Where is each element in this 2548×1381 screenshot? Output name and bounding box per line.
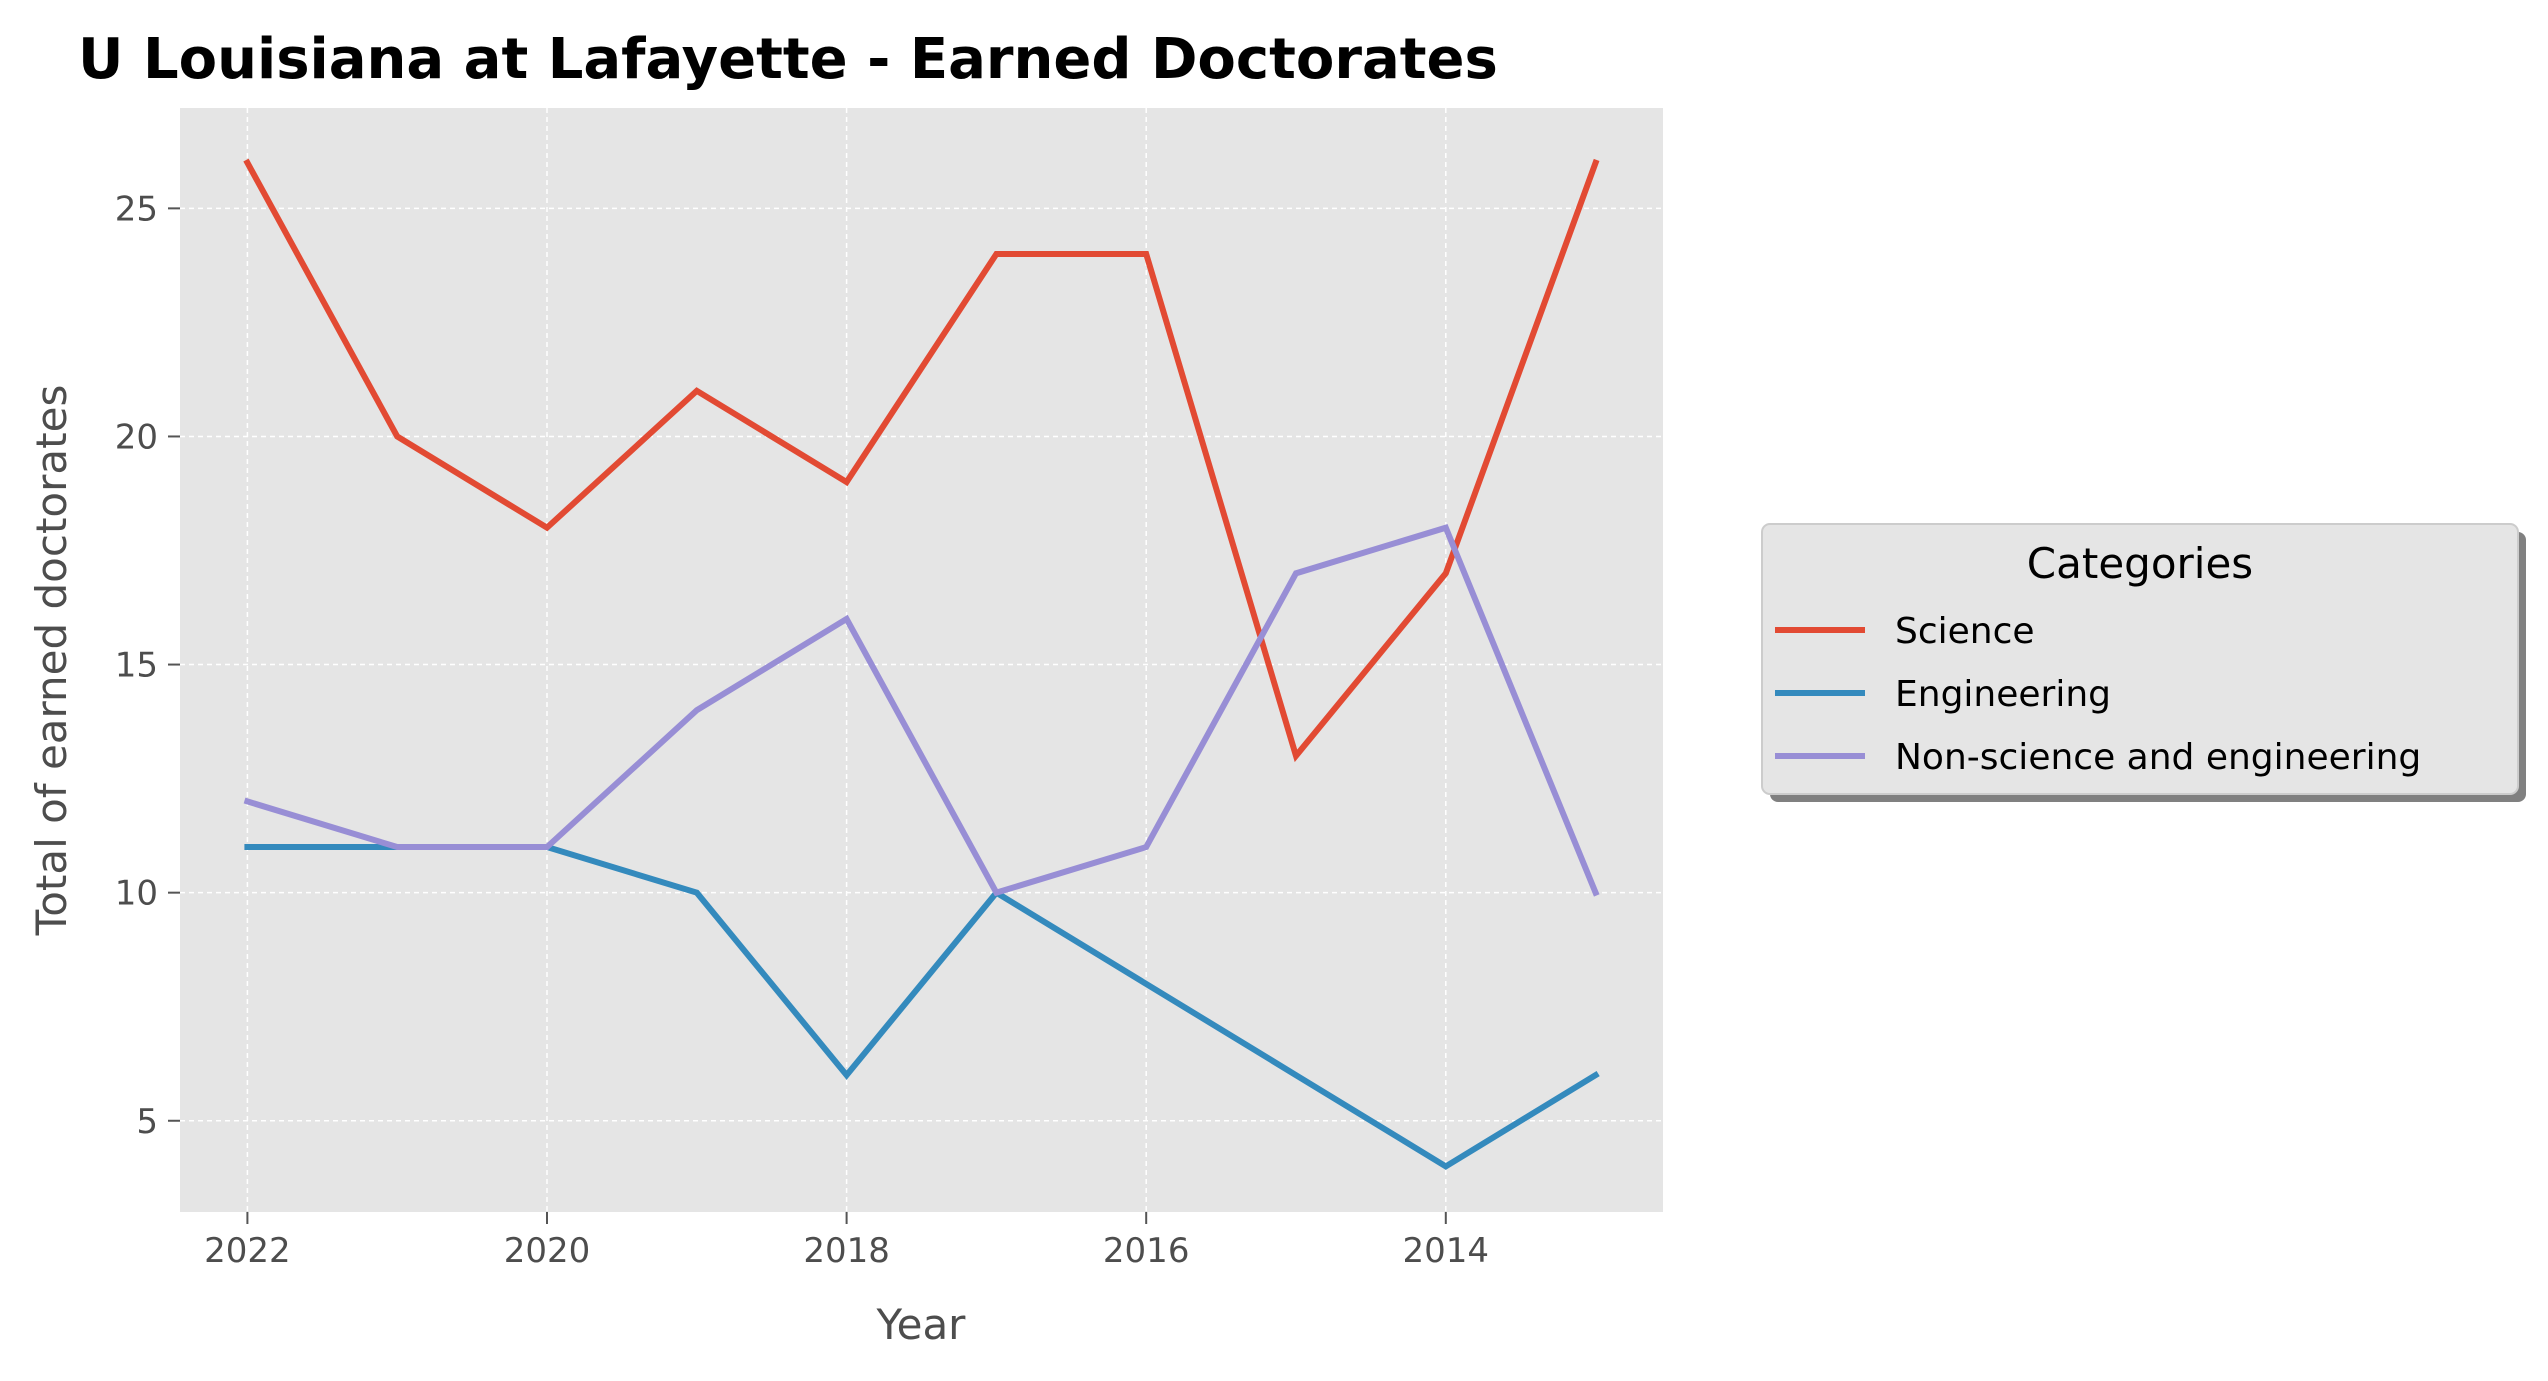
series-line-science [243, 158, 1600, 763]
y-tick-label: 15 [115, 646, 158, 686]
axis-ticks: 5 10 15 20 25 2022 2020 2018 2016 2014 [115, 189, 1489, 1271]
x-axis-label: Year [876, 1300, 967, 1349]
y-tick-label: 5 [136, 1102, 158, 1142]
x-tick-label: 2020 [504, 1231, 591, 1271]
x-tick-label: 2016 [1103, 1231, 1190, 1271]
legend-box [1761, 523, 2519, 795]
x-tick-label: 2018 [803, 1231, 890, 1271]
legend-label-science: Science [1895, 611, 2035, 652]
chart-title: U Louisiana at Lafayette - Earned Doctor… [78, 27, 1498, 92]
series-lines [243, 158, 1600, 1170]
series-line-non-science-and-engineering [243, 524, 1600, 897]
y-tick-label: 25 [115, 189, 158, 229]
legend-label-engineering: Engineering [1895, 674, 2111, 715]
y-tick-label: 10 [115, 874, 158, 914]
legend-label-non-science-and-engineering: Non-science and engineering [1895, 737, 2421, 778]
x-tick-label: 2014 [1403, 1231, 1490, 1271]
legend-entries: Science Engineering Non-science and engine… [1775, 611, 2421, 778]
y-axis-label: Total of earned doctorates [27, 385, 76, 937]
grid-lines [180, 108, 1663, 1212]
legend: Categories Science Engineering Non-science… [1761, 523, 2526, 802]
legend-title: Categories [2027, 539, 2253, 588]
x-tick-label: 2022 [204, 1231, 291, 1271]
y-tick-label: 20 [115, 417, 158, 457]
plot-area [180, 108, 1663, 1212]
